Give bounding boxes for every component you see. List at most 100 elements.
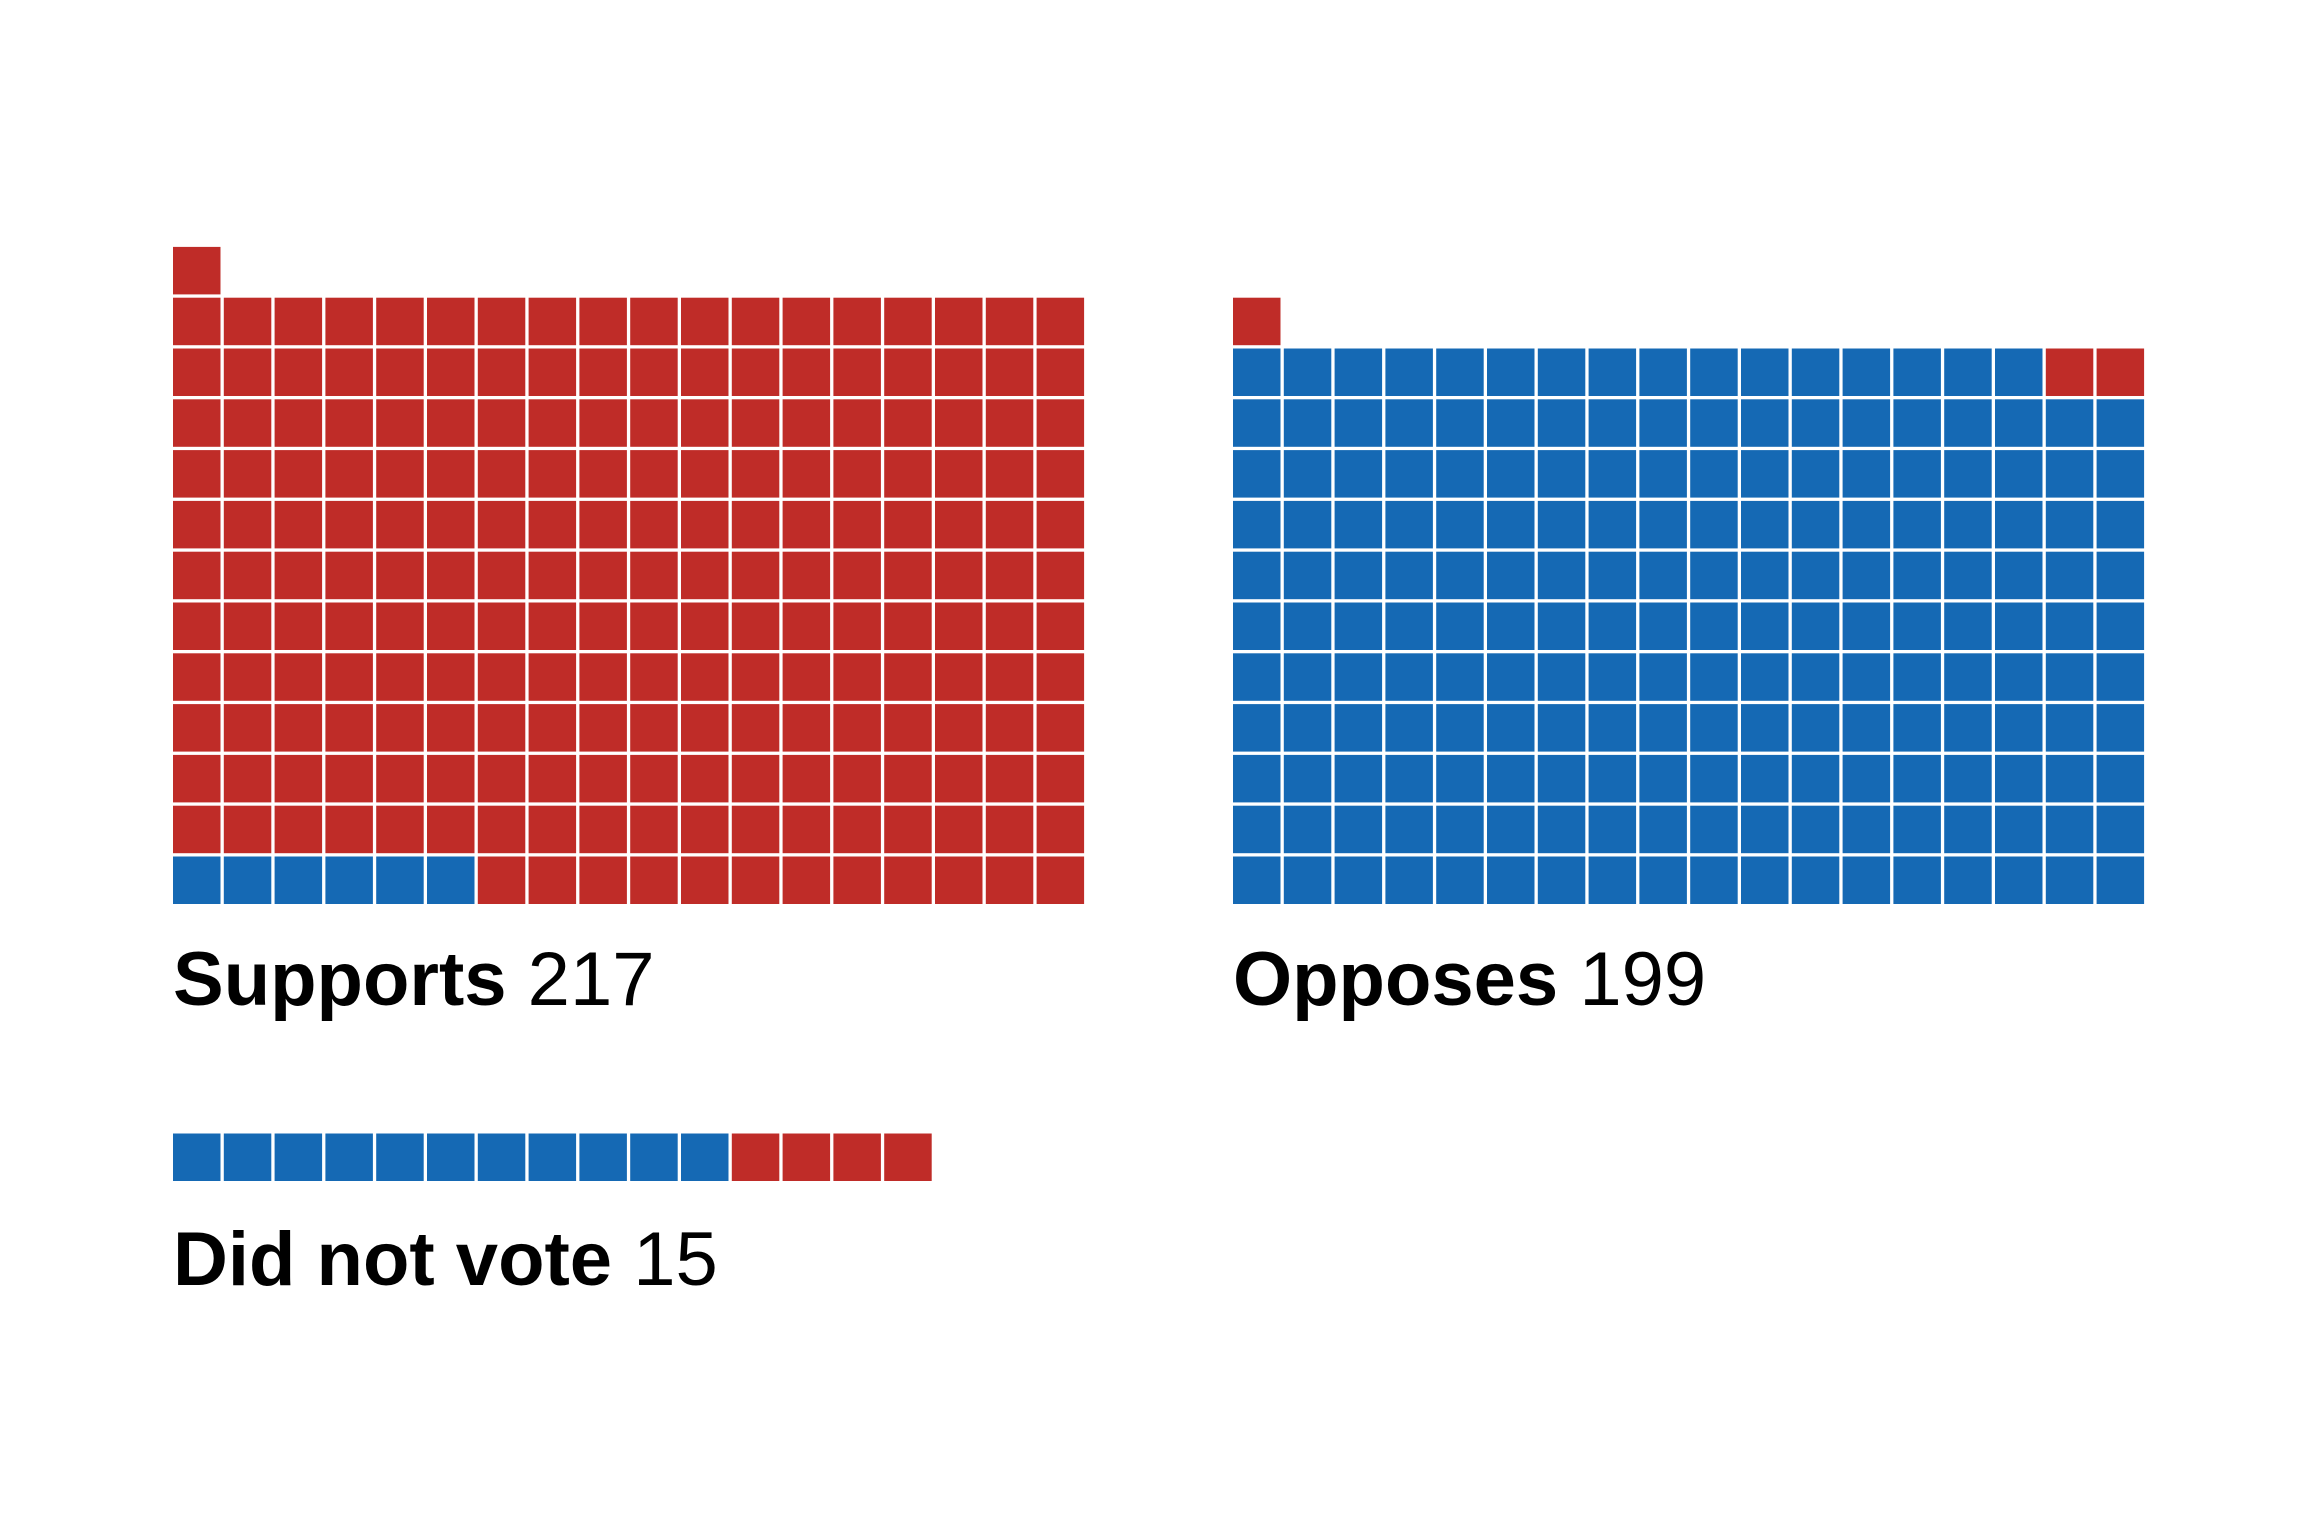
cell-opposes-democrat bbox=[1283, 805, 1332, 854]
cell-supports-republican bbox=[173, 297, 221, 346]
cell-supports-republican bbox=[1036, 754, 1085, 803]
cell-supports-republican bbox=[477, 704, 526, 752]
cell-supports-republican bbox=[731, 500, 780, 549]
cell-opposes-democrat bbox=[1588, 551, 1637, 600]
cell-supports-republican bbox=[325, 805, 373, 854]
cell-opposes-democrat bbox=[1944, 348, 1992, 396]
cell-opposes-democrat bbox=[1334, 500, 1383, 549]
cell-opposes-democrat bbox=[1741, 500, 1789, 549]
cell-opposes-democrat bbox=[1487, 805, 1535, 854]
cell-supports-republican bbox=[782, 856, 831, 904]
cell-supports-republican bbox=[935, 704, 983, 752]
cell-supports-republican bbox=[731, 704, 780, 752]
cell-supports-republican bbox=[1036, 856, 1085, 904]
cell-supports-republican bbox=[985, 450, 1034, 498]
cell-opposes-democrat bbox=[1233, 551, 1281, 600]
cell-opposes-democrat bbox=[1334, 399, 1383, 447]
cell-supports-republican bbox=[427, 399, 475, 447]
cell-opposes-democrat bbox=[1741, 856, 1789, 904]
cell-opposes-democrat bbox=[1944, 754, 1992, 803]
cell-opposes-democrat bbox=[1995, 805, 2043, 854]
cell-supports-republican bbox=[325, 704, 373, 752]
cell-supports-republican bbox=[376, 805, 424, 854]
cell-opposes-democrat bbox=[1537, 754, 1586, 803]
cell-supports-republican bbox=[376, 500, 424, 549]
cell-opposes-democrat bbox=[1283, 602, 1332, 650]
cell-supports-republican bbox=[782, 297, 831, 346]
cell-opposes-democrat bbox=[1842, 500, 1891, 549]
cell-supports-republican bbox=[376, 399, 424, 447]
cell-supports-republican bbox=[173, 246, 221, 295]
cell-opposes-democrat bbox=[2096, 602, 2145, 650]
cell-supports-republican bbox=[630, 399, 678, 447]
cell-opposes-democrat bbox=[1893, 348, 1941, 396]
cell-supports-republican bbox=[427, 348, 475, 396]
cell-supports-republican bbox=[376, 297, 424, 346]
cell-opposes-democrat bbox=[2045, 805, 2094, 854]
cell-supports-republican bbox=[681, 805, 729, 854]
cell-supports-republican bbox=[630, 653, 678, 701]
cell-supports-republican bbox=[173, 602, 221, 650]
cell-supports-republican bbox=[1036, 500, 1085, 549]
cell-opposes-democrat bbox=[2045, 399, 2094, 447]
cell-supports-republican bbox=[223, 450, 272, 498]
cell-supports-republican bbox=[325, 297, 373, 346]
cell-supports-republican bbox=[376, 704, 424, 752]
cell-opposes-democrat bbox=[1944, 450, 1992, 498]
cell-supports-republican bbox=[427, 500, 475, 549]
cell-opposes-democrat bbox=[1639, 653, 1687, 701]
label-supports-count: 217 bbox=[527, 937, 655, 1022]
cell-opposes-democrat bbox=[1995, 500, 2043, 549]
cell-supports-republican bbox=[427, 805, 475, 854]
cell-did-not-vote-democrat bbox=[528, 1133, 577, 1181]
cell-supports-republican bbox=[884, 754, 932, 803]
cell-supports-republican bbox=[630, 500, 678, 549]
cell-opposes-democrat bbox=[1334, 805, 1383, 854]
cell-supports-republican bbox=[427, 297, 475, 346]
cell-supports-republican bbox=[579, 348, 627, 396]
cell-supports-republican bbox=[579, 450, 627, 498]
cell-did-not-vote-democrat bbox=[681, 1133, 729, 1181]
cell-supports-republican bbox=[1036, 602, 1085, 650]
cell-opposes-democrat bbox=[1791, 754, 1840, 803]
cell-opposes-democrat bbox=[1588, 805, 1637, 854]
cell-opposes-democrat bbox=[1944, 805, 1992, 854]
cell-opposes-democrat bbox=[1385, 856, 1433, 904]
cell-supports-republican bbox=[528, 297, 577, 346]
cell-opposes-democrat bbox=[1893, 805, 1941, 854]
cell-supports-republican bbox=[1036, 704, 1085, 752]
cell-supports-republican bbox=[630, 297, 678, 346]
cell-supports-republican bbox=[935, 450, 983, 498]
cell-supports-republican bbox=[325, 450, 373, 498]
cell-supports-republican bbox=[935, 653, 983, 701]
cell-opposes-democrat bbox=[2096, 704, 2145, 752]
cell-opposes-democrat bbox=[1436, 653, 1484, 701]
cell-supports-republican bbox=[985, 754, 1034, 803]
cell-opposes-democrat bbox=[1690, 450, 1738, 498]
cell-supports-republican bbox=[681, 602, 729, 650]
cell-opposes-democrat bbox=[1639, 856, 1687, 904]
cell-opposes-democrat bbox=[1334, 856, 1383, 904]
cell-opposes-democrat bbox=[2096, 399, 2145, 447]
cell-opposes-democrat bbox=[1741, 754, 1789, 803]
cell-opposes-democrat bbox=[1639, 399, 1687, 447]
cell-opposes-democrat bbox=[1690, 704, 1738, 752]
cell-opposes-democrat bbox=[2045, 450, 2094, 498]
cell-opposes-democrat bbox=[1436, 348, 1484, 396]
cell-opposes-democrat bbox=[1893, 500, 1941, 549]
cell-supports-republican bbox=[884, 805, 932, 854]
cell-supports-republican bbox=[681, 754, 729, 803]
cell-opposes-democrat bbox=[1334, 653, 1383, 701]
cell-opposes-republican bbox=[1233, 297, 1281, 346]
cell-supports-republican bbox=[681, 348, 729, 396]
cell-supports-republican bbox=[1036, 297, 1085, 346]
cell-opposes-democrat bbox=[1690, 856, 1738, 904]
cell-supports-republican bbox=[274, 348, 323, 396]
cell-supports-republican bbox=[223, 805, 272, 854]
cell-opposes-democrat bbox=[1283, 754, 1332, 803]
cell-supports-republican bbox=[833, 348, 881, 396]
cell-opposes-democrat bbox=[1334, 602, 1383, 650]
cell-supports-republican bbox=[528, 805, 577, 854]
cell-supports-republican bbox=[731, 754, 780, 803]
cell-supports-republican bbox=[731, 856, 780, 904]
